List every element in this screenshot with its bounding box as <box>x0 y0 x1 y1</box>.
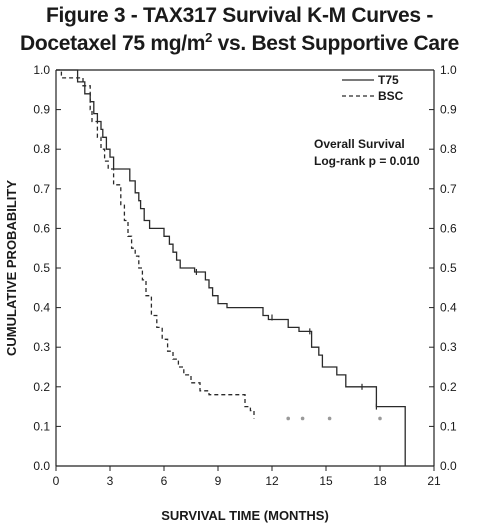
x-axis-label: SURVIVAL TIME (MONTHS) <box>161 508 329 523</box>
series-line-t75 <box>56 69 406 466</box>
y-ticks-right: 0.0 0.1 0.2 0.3 0.4 0.5 0.6 0.7 0.8 0.9 1.0 <box>429 63 457 473</box>
series-line-bsc <box>56 69 255 419</box>
x-tick-label: 21 <box>427 474 441 488</box>
x-tick-label: 6 <box>161 474 168 488</box>
censor-mark-bsc <box>286 416 291 421</box>
y-tick-label-right: 1.0 <box>440 63 457 77</box>
y-tick-label-left: 0.1 <box>33 419 50 433</box>
title-line-1: Figure 3 - TAX317 Survival K-M Curves - <box>45 4 434 27</box>
y-tick-label-left: 0.3 <box>33 340 50 354</box>
censor-mark-bsc <box>378 416 382 421</box>
title-line-2: Docetaxel 75 mg/m2 vs. Best Supportive C… <box>0 30 479 58</box>
y-tick-label-right: 0.4 <box>440 301 457 315</box>
y-tick-label-right: 0.7 <box>440 182 457 196</box>
y-tick-label-left: 0.0 <box>33 459 50 473</box>
y-axis-label: CUMULATIVE PROBABILITY <box>4 180 19 356</box>
x-tick-label: 0 <box>53 474 60 488</box>
y-tick-label-right: 0.3 <box>440 340 457 354</box>
title-line-2-pre: Docetaxel 75 mg/m <box>19 32 206 55</box>
y-tick-label-left: 0.9 <box>33 103 50 117</box>
y-tick-label-right: 0.6 <box>440 221 457 235</box>
x-tick-label: 15 <box>319 474 333 488</box>
x-tick-label: 9 <box>215 474 222 488</box>
y-tick-label-right: 0.5 <box>440 261 457 275</box>
censor-mark-bsc <box>300 416 305 421</box>
legend-label-t75: T75 <box>378 73 399 87</box>
y-tick-label-left: 0.7 <box>33 182 50 196</box>
y-tick-label-left: 0.4 <box>33 301 50 315</box>
title-line-2-sup: 2 <box>205 30 213 45</box>
y-tick-label-right: 0.1 <box>440 419 457 433</box>
y-tick-label-left: 0.8 <box>33 142 50 156</box>
y-tick-label-left: 0.2 <box>33 380 50 394</box>
y-tick-label-left: 0.6 <box>33 221 50 235</box>
annotation-line-2: Log-rank p = 0.010 <box>314 154 420 168</box>
series-group <box>56 69 406 466</box>
x-tick-label: 12 <box>265 474 279 488</box>
x-tick-label: 3 <box>107 474 114 488</box>
y-tick-label-right: 0.9 <box>440 103 457 117</box>
chart-title: Figure 3 - TAX317 Survival K-M Curves - … <box>0 2 479 58</box>
y-tick-label-right: 0.8 <box>440 142 457 156</box>
y-tick-label-right: 0.0 <box>440 459 457 473</box>
annotation-line-1: Overall Survival <box>314 137 405 151</box>
x-tick-label: 18 <box>373 474 387 488</box>
title-line-2-post: vs. Best Supportive Care <box>212 32 460 55</box>
censor-mark-bsc <box>327 416 332 421</box>
legend-label-bsc: BSC <box>378 89 404 103</box>
y-ticks-left: 0.0 0.1 0.2 0.3 0.4 0.5 0.6 0.7 0.8 0.9 1.0 <box>33 63 61 473</box>
x-ticks: 0 3 6 9 12 15 18 21 <box>53 466 441 488</box>
y-tick-label-left: 1.0 <box>33 63 50 77</box>
y-tick-label-right: 0.2 <box>440 380 457 394</box>
legend: T75 BSC <box>342 73 404 103</box>
y-tick-label-left: 0.5 <box>33 261 50 275</box>
